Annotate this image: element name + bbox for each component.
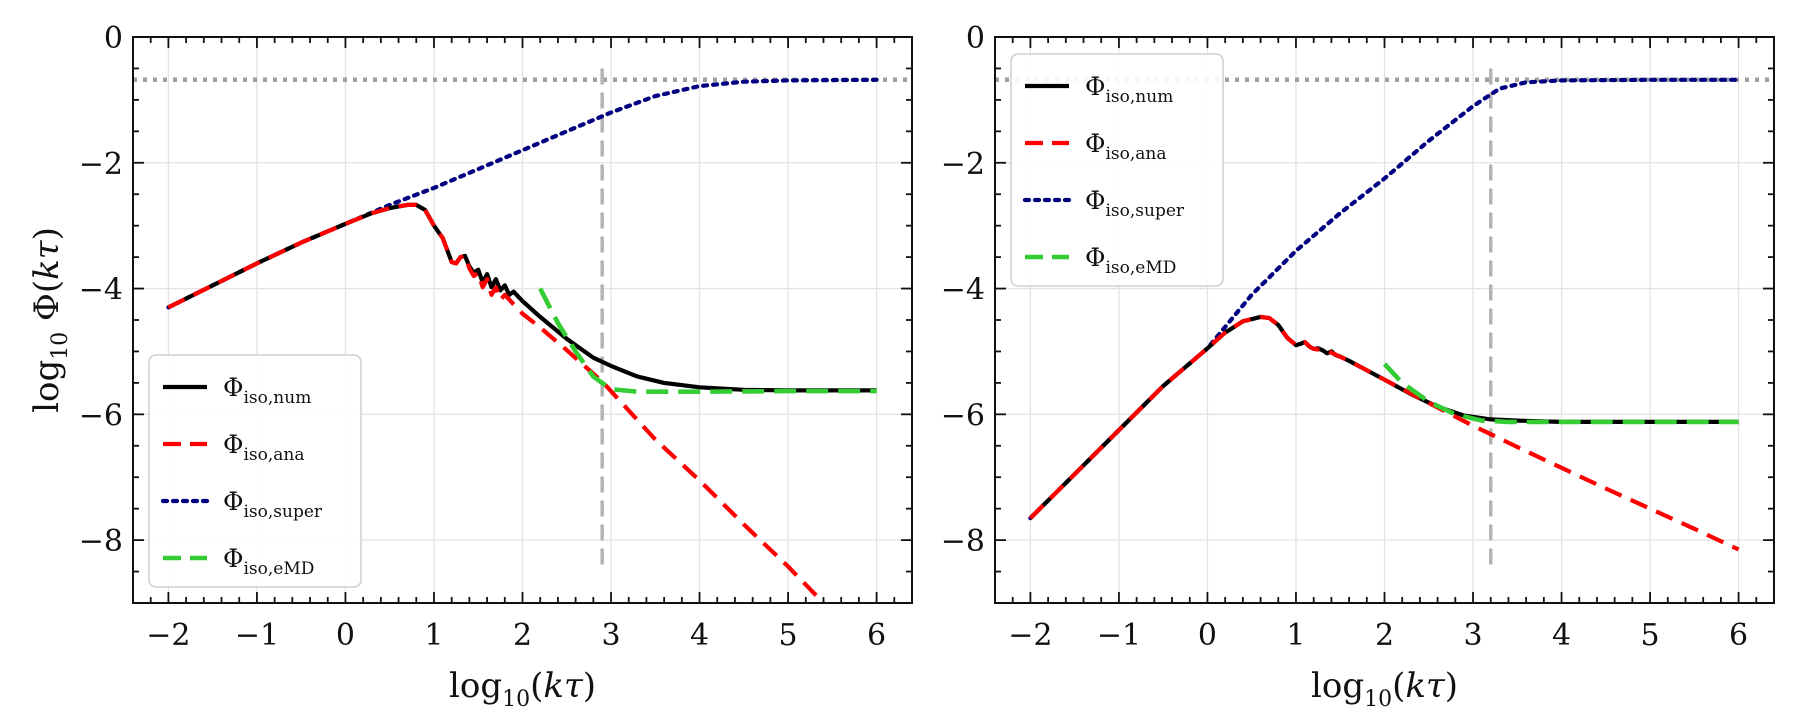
legend-label-base: Φ [1085,72,1106,101]
legend-box [1010,53,1224,287]
plot-area [995,68,1774,572]
series-num-line [167,202,877,393]
legend-label-sub: iso,ana [244,445,305,465]
x-tick-label: −1 [235,618,279,653]
y-tick-label: −6 [79,398,123,433]
ticks [994,36,1775,604]
x-axis-title: log10(kτ) [449,666,596,712]
x-tick-label: −2 [146,618,190,653]
x-tick-label: 6 [1729,618,1748,653]
legend-label-base: Φ [1085,243,1106,272]
y-tick-label: −8 [941,524,985,559]
x-tick-label: 3 [601,618,620,653]
y-axis-title-text: Φ( [27,280,67,332]
y-tick-label: 0 [104,21,123,56]
plot-panel-2: −2 −1 0 1 2 3 4 5 60−2−4−6−8log10(kτ)Φiso,numΦis… [941,21,1775,712]
y-tick-label: −6 [941,398,985,433]
grid [995,36,1774,603]
x-tick-label: 6 [867,618,886,653]
x-tick-label: 1 [1286,618,1305,653]
legend-label-sub: iso,eMD [244,559,315,579]
legend-label-sub: iso,num [244,388,312,408]
legend-label-sub: iso,num [1106,87,1174,107]
legend-label-base: Φ [223,373,244,402]
series-emd-line [538,287,877,395]
x-axis-title-text: ( [1392,666,1405,706]
plot-area [133,68,912,603]
legend-label-sub: iso,super [244,502,323,522]
x-tick-label: 4 [1552,618,1571,653]
series-emd-line [1382,362,1739,425]
x-axis-title-sub: 10 [1364,687,1392,712]
legend-label-super: Φiso,super [1085,186,1185,221]
x-tick-label: 3 [1463,618,1482,653]
y-axis-title: log10 Φ(kτ) [27,227,73,413]
legend-label-base: Φ [223,487,244,516]
legend-label-super: Φiso,super [223,487,323,522]
ticks [132,36,913,604]
x-tick-label: 5 [1641,618,1660,653]
legend-label-sub: iso,ana [1106,144,1167,164]
x-tick-label: −1 [1097,618,1141,653]
y-tick-label: −2 [941,147,985,182]
legend-label-sub: iso,super [1106,201,1185,221]
x-tick-label: 2 [513,618,532,653]
x-axis-title-sub: 10 [502,687,530,712]
legend-label-base: Φ [223,430,244,459]
y-axis-title-text: ) [27,227,67,240]
legend-label-base: Φ [1085,186,1106,215]
legend-box [148,354,362,588]
series-ana-line [167,202,826,603]
x-tick-label: 1 [424,618,443,653]
x-tick-label: 0 [336,618,355,653]
x-axis-title: log10(kτ) [1311,666,1458,712]
x-tick-label: −2 [1008,618,1052,653]
legend-label-num: Φiso,num [1085,72,1173,107]
x-axis-title-text: log [1311,666,1364,706]
y-axis-title-sub: 10 [48,332,73,360]
legend-label-base: Φ [1085,129,1106,158]
x-tick-label: 0 [1198,618,1217,653]
grid [133,36,912,603]
legend-label-emd: Φiso,eMD [1085,243,1176,278]
legend-label-base: Φ [223,544,244,573]
x-tick-label: 4 [690,618,709,653]
y-tick-label: 0 [966,21,985,56]
y-tick-label: −8 [79,524,123,559]
y-tick-label: −2 [79,147,123,182]
x-axis-title-text: ( [530,666,543,706]
legend-label-ana: Φiso,ana [223,430,305,465]
y-axis-title-text: log [27,360,67,413]
legend-label-emd: Φiso,eMD [223,544,314,579]
y-axis-title-var: kτ [27,239,67,280]
x-axis-title-text: ) [1445,666,1458,706]
legend-label-sub: iso,eMD [1106,258,1177,278]
legend-label-ana: Φiso,ana [1085,129,1167,164]
series-ana-line [1028,314,1740,552]
legend-label-num: Φiso,num [223,373,311,408]
x-tick-label: 2 [1375,618,1394,653]
y-tick-label: −4 [941,273,985,308]
x-axis-title-var: kτ [543,666,584,706]
x-axis-title-var: kτ [1405,666,1446,706]
x-tick-label: 5 [779,618,798,653]
x-axis-title-text: ) [583,666,596,706]
y-tick-label: −4 [79,273,123,308]
x-axis-title-text: log [449,666,502,706]
